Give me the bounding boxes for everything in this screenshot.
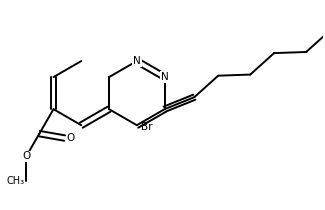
Text: N: N [161,72,168,82]
Text: O: O [66,133,74,143]
Text: O: O [22,151,30,161]
Text: N: N [133,56,141,66]
Text: CH₃: CH₃ [6,176,25,186]
Text: Br: Br [141,122,152,132]
